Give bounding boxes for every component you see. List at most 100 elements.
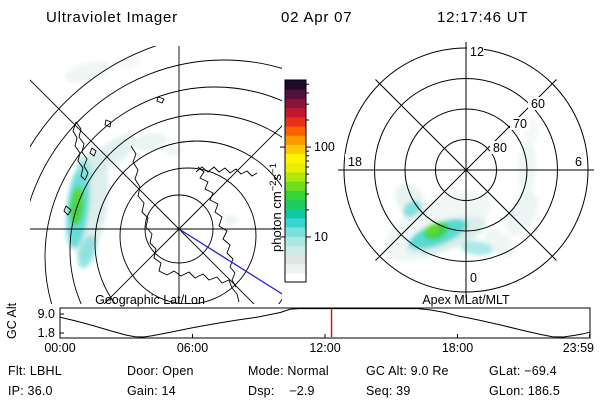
ytick-9-0: 9.0 [38,307,55,321]
polar-axis-label: 60 [531,97,545,111]
colorbar-segment [285,135,306,145]
status-seq: Seq: 39 [366,384,411,398]
colorbar-segment [285,236,306,246]
colorbar-segment [285,245,306,256]
colorbar-segment [285,107,306,118]
colorbar-segment [285,263,306,274]
gc-alt-axis-title: GC Alt [5,302,19,339]
colorbar-segment [285,116,306,127]
gc-alt-chart: Geographic Lat/Lon Apex MLat/MLT GC Alt … [5,293,594,355]
aurora-blob [403,200,421,218]
aurora-blob [64,61,112,83]
aurora-blob [133,133,167,151]
status-gain: Gain: 14 [127,384,176,398]
colorbar-segment [285,153,306,164]
colorbar-unit-text: photon cm−2s−1 [268,163,284,252]
colorbar-border [284,79,307,283]
ytick-1-8: 1.8 [38,326,55,340]
colorbar-segment [285,171,306,182]
time-tick-label: 06:00 [177,341,208,355]
coastline-path [104,119,112,128]
colorbar-segment [285,190,306,200]
aurora-blob [115,55,141,69]
aurora-blob [74,187,84,205]
coastline-path [130,145,240,303]
gc-alt-plot-frame [59,307,591,339]
aurora-blob [461,240,493,256]
colorbar-segment [285,144,306,155]
coastline-path [195,166,258,177]
colorbar-unit-label: photon cm−2s−1 [268,163,284,252]
coastline-path [156,96,165,104]
colorbar-segment [285,199,306,210]
status-dsp: Dsp: −2.9 [248,384,315,398]
colorbar-segment [285,98,306,109]
colorbar-ticks: 100 10 [280,83,335,244]
colorbar-segment [285,125,306,136]
latitude-circle [119,167,257,304]
left-plot-caption: Geographic Lat/Lon [95,293,205,307]
colorbar-tick-label: 100 [314,140,335,154]
time-axis-labels: 00:00 06:00 12:00 18:00 23:59 [44,341,594,355]
time-tick-label: 23:59 [563,341,594,355]
meridian-line [30,79,180,230]
meridian-line [178,228,255,304]
mlt-spoke [375,79,557,261]
coastline-path [72,121,89,181]
aurora-blob [224,215,238,225]
status-flt: Flt: LBHL [8,364,62,378]
latitude-circle [44,86,282,304]
aurora-blob [77,235,97,269]
aurora-blob [425,223,439,235]
colorbar-segment [285,89,306,99]
status-gcalt: GC Alt: 9.0 Re [366,364,449,378]
colorbar-segment [285,272,306,283]
meridian-line [178,125,282,230]
coastline-path [89,147,97,157]
geographic-map-plot [30,46,282,304]
time-tick-label: 18:00 [442,341,473,355]
label-mask [467,44,484,58]
label-mask [528,97,548,110]
status-glon: GLon: 186.5 [489,384,561,398]
time-tick-label: 00:00 [44,341,75,355]
status-ip: IP: 36.0 [8,384,53,398]
altitude-curve [60,308,590,338]
coastline-path [197,166,237,288]
label-mask [467,270,479,284]
aurora-blob [484,229,516,257]
colorbar-tick-label: 10 [314,230,328,244]
status-mode: Mode: Normal [248,364,329,378]
antarctica-coastlines [63,96,258,303]
latitude-circle [94,140,282,304]
polar-axis-label: 12 [470,45,484,59]
colorbar-gradient [285,80,306,283]
label-mask [572,154,584,168]
status-door: Door: Open [127,364,194,378]
date-label: 02 Apr 07 [281,9,353,26]
latitude-circle [30,59,282,203]
right-plot-caption: Apex MLat/MLT [422,293,510,307]
polar-axis-label: 6 [575,155,582,169]
polar-axis-label: 18 [348,155,362,169]
colorbar-segment [285,217,306,228]
aurora-blob [165,146,183,156]
colorbar-segment [285,254,306,265]
colorbar: 100 10 photon cm−2s−1 [268,79,335,283]
app-title: Ultraviolet Imager [46,9,178,26]
colorbar-segment [285,181,306,191]
aurora-blob [506,190,538,236]
polar-axis-label: 0 [470,271,477,285]
meridian-line [103,228,180,304]
label-mask [510,117,530,130]
mlat-mlt-grid [338,42,594,298]
coastline-path [63,205,72,216]
colorbar-segment [285,208,306,219]
polar-axis-label: 70 [513,117,527,131]
status-glat: GLat: −69.4 [489,364,557,378]
polar-axis-label: 80 [493,141,507,155]
